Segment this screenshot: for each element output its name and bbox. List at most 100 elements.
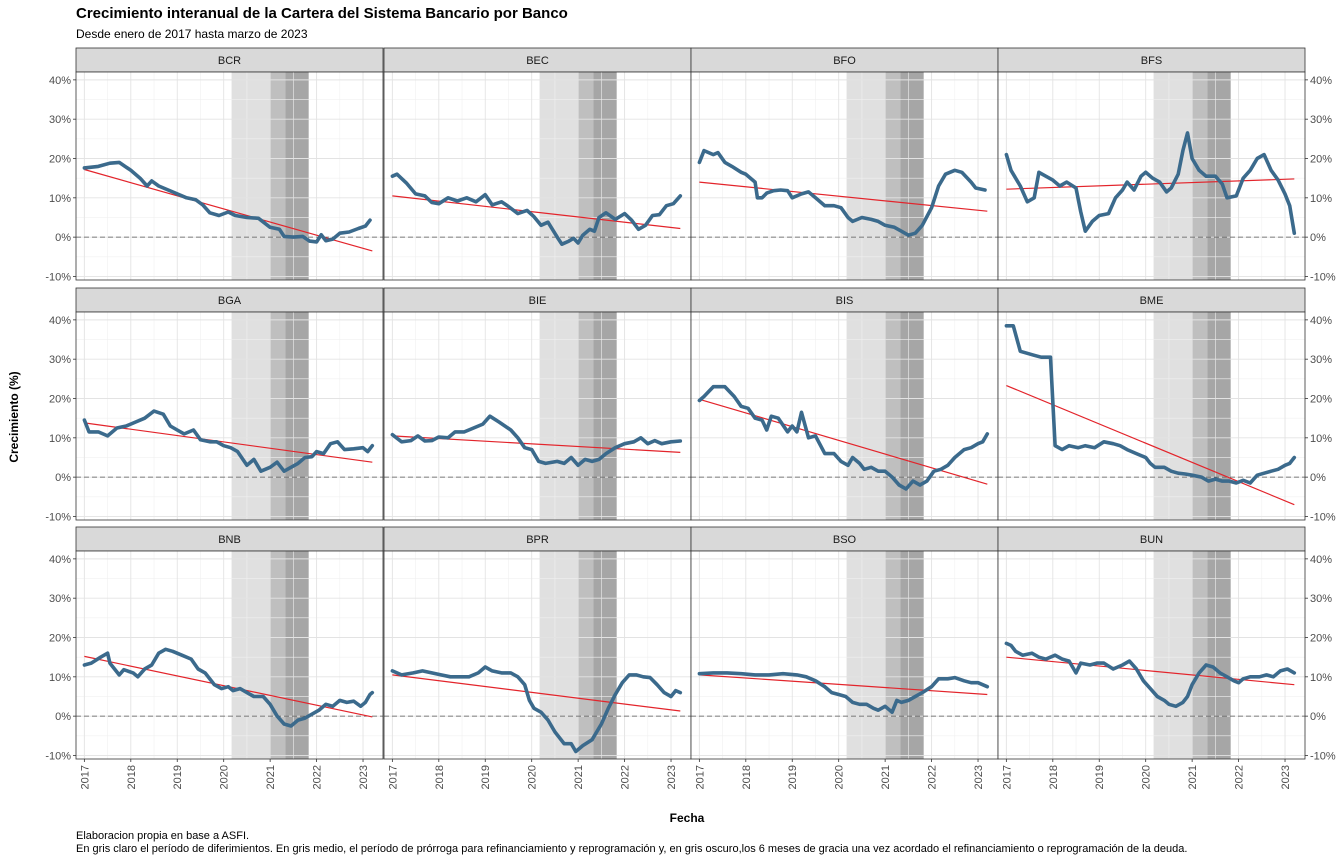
series-line bbox=[1004, 131, 1297, 235]
shaded-period-gracia bbox=[593, 312, 617, 520]
series-line bbox=[1004, 324, 1297, 485]
shaded-period-prórroga bbox=[885, 72, 901, 280]
series-line bbox=[82, 409, 375, 473]
trend-line bbox=[699, 181, 988, 212]
y-tick-label: 30% bbox=[1310, 114, 1332, 126]
shaded-period-prórroga bbox=[1192, 551, 1208, 759]
panel-bpr: BPR 2017 2018 2019 2020 2021 2022 2023 bbox=[383, 526, 692, 789]
series-line bbox=[82, 647, 375, 728]
trend-line bbox=[699, 674, 988, 696]
y-tick-label: 20% bbox=[1310, 394, 1332, 406]
x-tick-label: 2021 bbox=[880, 765, 892, 789]
x-tick-label: 2022 bbox=[1234, 765, 1246, 789]
panel-strip-label: BCR bbox=[218, 55, 241, 67]
y-tick-label: 30% bbox=[49, 593, 71, 605]
y-tick-label: 10% bbox=[1310, 672, 1332, 684]
panel-bis: BIS bbox=[690, 287, 999, 521]
x-tick-label: 2022 bbox=[620, 765, 632, 789]
shaded-period-gracia bbox=[593, 551, 617, 759]
y-tick-label: 20% bbox=[49, 154, 71, 166]
y-tick-label: 10% bbox=[49, 672, 71, 684]
panel-strip-label: BPR bbox=[526, 534, 549, 546]
x-tick-label: 2021 bbox=[265, 765, 277, 789]
panel-strip-label: BIE bbox=[529, 295, 547, 307]
shaded-period-diferimientos bbox=[231, 72, 271, 280]
y-tick-label: 20% bbox=[49, 394, 71, 406]
x-axis-label: Fecha bbox=[669, 811, 705, 825]
trend-line bbox=[1006, 656, 1295, 686]
y-tick-label: 30% bbox=[49, 114, 71, 126]
x-tick-label: 2018 bbox=[126, 765, 138, 789]
shaded-period-prórroga bbox=[578, 312, 594, 520]
panel-strip bbox=[75, 526, 384, 552]
y-tick-label: 0% bbox=[55, 711, 71, 723]
panel-background bbox=[76, 551, 383, 759]
panel-bie: BIE bbox=[383, 287, 692, 521]
panel-bga: BGA -10% 0% 10% 20% 30% 40% bbox=[45, 287, 384, 523]
shaded-period-gracia bbox=[285, 312, 309, 520]
y-tick-label: 0% bbox=[1310, 232, 1326, 244]
series-line bbox=[697, 148, 987, 237]
y-tick-label: 40% bbox=[49, 75, 71, 87]
shaded-period-diferimientos bbox=[539, 312, 579, 520]
shaded-period-gracia bbox=[900, 72, 924, 280]
x-tick-label: 2020 bbox=[527, 765, 539, 789]
y-tick-label: 40% bbox=[1310, 75, 1332, 87]
shaded-period-diferimientos bbox=[1153, 312, 1193, 520]
trend-line bbox=[392, 674, 681, 712]
series-line bbox=[390, 414, 683, 468]
shaded-period-prórroga bbox=[578, 551, 594, 759]
shaded-period-diferimientos bbox=[539, 551, 579, 759]
y-tick-label: 20% bbox=[1310, 154, 1332, 166]
caption-line-source: Elaboracion propia en base a ASFI. bbox=[76, 830, 250, 842]
y-tick-label: 10% bbox=[1310, 433, 1332, 445]
panel-strip bbox=[997, 526, 1306, 552]
x-tick-label: 2019 bbox=[787, 765, 799, 789]
y-tick-label: 40% bbox=[1310, 554, 1332, 566]
x-tick-label: 2017 bbox=[1001, 765, 1013, 789]
x-tick-label: 2022 bbox=[312, 765, 324, 789]
panel-background bbox=[76, 72, 383, 280]
shaded-period-prórroga bbox=[885, 312, 901, 520]
panel-background bbox=[384, 551, 691, 759]
shaded-period-gracia bbox=[900, 551, 924, 759]
shaded-period-gracia bbox=[285, 72, 309, 280]
panel-strip-label: BGA bbox=[218, 295, 242, 307]
shaded-period-prórroga bbox=[270, 72, 286, 280]
panel-background bbox=[384, 72, 691, 280]
x-tick-label: 2018 bbox=[434, 765, 446, 789]
x-tick-label: 2017 bbox=[387, 765, 399, 789]
shaded-period-gracia bbox=[1207, 551, 1231, 759]
y-tick-label: 20% bbox=[49, 633, 71, 645]
panel-strip bbox=[75, 47, 384, 73]
panel-border bbox=[75, 550, 384, 760]
panel-strip bbox=[997, 47, 1306, 73]
panel-strip-label: BNB bbox=[218, 534, 241, 546]
panel-bnb: BNB -10% 0% 10% 20% 30% 40% 2017 2018 2019 2020 202… bbox=[45, 526, 384, 789]
panel-background bbox=[998, 312, 1305, 520]
caption: Elaboracion propia en base a ASFI. En gr… bbox=[76, 830, 1187, 856]
panel-background bbox=[384, 312, 691, 520]
x-tick-label: 2023 bbox=[973, 765, 985, 789]
panel-strip-label: BSO bbox=[833, 534, 857, 546]
x-tick-label: 2018 bbox=[741, 765, 753, 789]
y-tick-label: 20% bbox=[1310, 633, 1332, 645]
panel-background bbox=[76, 312, 383, 520]
panel-strip bbox=[383, 287, 692, 313]
y-tick-label: 40% bbox=[1310, 315, 1332, 327]
shaded-period-prórroga bbox=[578, 72, 594, 280]
caption-line-note: En gris claro el período de diferimiento… bbox=[76, 843, 1188, 855]
shaded-period-gracia bbox=[1207, 312, 1231, 520]
series-line bbox=[390, 665, 683, 754]
x-tick-label: 2020 bbox=[219, 765, 231, 789]
panel-bfs: BFS -10% 0% 10% 20% 30% 40% bbox=[997, 47, 1336, 283]
panel-bme: BME -10% 0% 10% 20% 30% 40% bbox=[997, 287, 1336, 523]
y-tick-label: -10% bbox=[1310, 271, 1336, 283]
y-tick-label: 10% bbox=[49, 193, 71, 205]
y-tick-label: 0% bbox=[1310, 472, 1326, 484]
y-tick-label: 0% bbox=[1310, 711, 1326, 723]
panel-strip bbox=[75, 287, 384, 313]
panel-border bbox=[997, 71, 1306, 281]
series-line bbox=[697, 384, 990, 491]
shaded-period-diferimientos bbox=[231, 551, 271, 759]
